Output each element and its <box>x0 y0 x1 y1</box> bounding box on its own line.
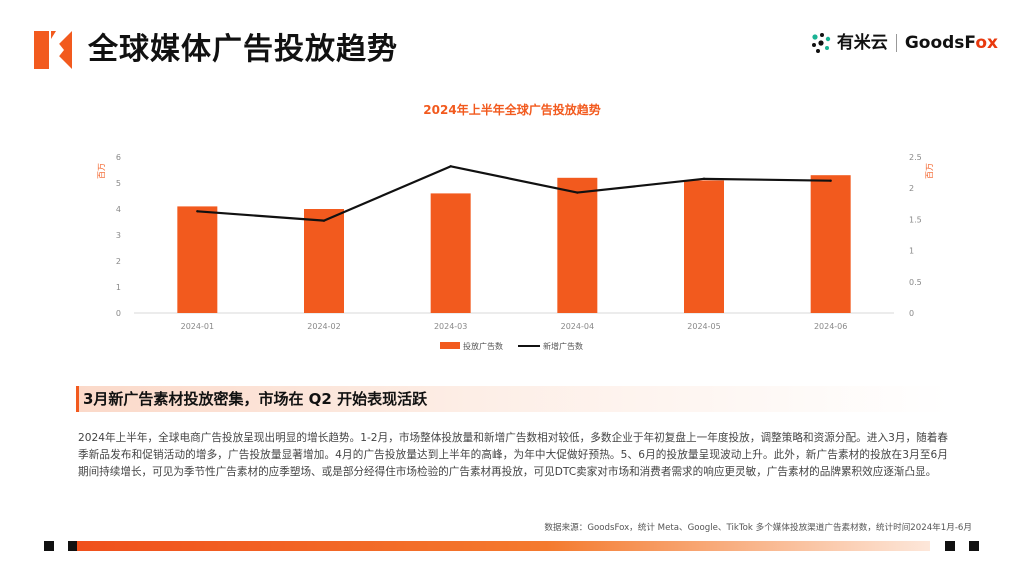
decor-square <box>945 541 955 551</box>
x-tick-label: 2024-02 <box>307 322 340 331</box>
new-ads-line <box>197 165 831 222</box>
legend-bar-swatch <box>440 342 460 349</box>
line-point-2024-06 <box>829 179 832 182</box>
y-right-tick-label: 0 <box>909 309 914 318</box>
line-series <box>196 165 832 222</box>
y-right-tick-label: 0.5 <box>909 278 922 287</box>
brand-name-en: GoodsFox <box>905 31 998 55</box>
legend-bar-label: 投放广告数 <box>463 341 503 351</box>
x-tick-label: 2024-03 <box>434 322 467 331</box>
ad-trend-chart: 2024年上半年全球广告投放趋势 0 1 2 3 4 5 6 0 0.5 1 1.5 2 2.5 百万… <box>97 102 934 351</box>
line-point-2024-03 <box>449 165 452 168</box>
bar-2024-06 <box>810 175 851 313</box>
y-right-tick-label: 2.5 <box>909 153 922 162</box>
line-point-2024-05 <box>702 177 706 181</box>
chart-legend: 投放广告数 新增广告数 <box>440 341 583 351</box>
decor-square <box>44 541 54 551</box>
bottom-accent-bar <box>77 541 930 551</box>
brand-name-cn: 有米云 <box>836 33 888 53</box>
y-left-tick-label: 4 <box>116 205 121 214</box>
y-left-tick-label: 1 <box>116 283 121 292</box>
brand-en-suffix: ox <box>975 33 998 53</box>
section-heading-text: 3月新广告素材投放密集，市场在 Q2 开始表现活跃 <box>83 390 428 408</box>
analysis-paragraph: 2024年上半年，全球电商广告投放呈现出明显的增长趋势。1-2月，市场整体投放量… <box>78 432 948 478</box>
brand-divider <box>895 34 897 52</box>
section-heading: 3月新广告素材投放密集，市场在 Q2 开始表现活跃 <box>76 386 949 412</box>
y-axis-left-label: 百万 <box>97 163 106 179</box>
line-point-2024-02 <box>322 219 326 222</box>
brand-logo-icon <box>34 31 72 69</box>
youmi-logo-icon <box>811 33 831 53</box>
y-right-tick-label: 1.5 <box>909 215 922 224</box>
decor-square <box>969 541 979 551</box>
x-axis: 2024-01 2024-02 2024-03 2024-04 2024-05 2024-… <box>181 322 848 331</box>
line-point-2024-01 <box>196 210 199 213</box>
y-left-tick-label: 3 <box>116 231 121 240</box>
data-source-footnote: 数据来源：GoodsFox，统计 Meta、Google、TikTok 多个媒体… <box>544 523 972 533</box>
x-tick-label: 2024-01 <box>181 322 214 331</box>
y-right-tick-label: 1 <box>909 247 914 256</box>
bar-series <box>177 175 851 313</box>
y-left-tick-label: 6 <box>116 153 121 162</box>
x-tick-label: 2024-06 <box>814 322 847 331</box>
bar-2024-02 <box>304 209 344 313</box>
decor-square <box>68 541 78 551</box>
brand-en-prefix: GoodsF <box>904 33 976 53</box>
bar-2024-01 <box>177 206 218 313</box>
y-axis-right-label: 百万 <box>925 163 934 179</box>
x-tick-label: 2024-05 <box>687 322 720 331</box>
y-left-tick-label: 2 <box>116 257 121 266</box>
brand-lockup: 有米云 GoodsFox <box>809 30 998 56</box>
legend-line-label: 新增广告数 <box>543 341 583 351</box>
y-right-tick-label: 2 <box>909 184 914 193</box>
y-left-tick-label: 0 <box>116 309 121 318</box>
bar-2024-03 <box>430 193 471 313</box>
y-axis-right: 0 0.5 1 1.5 2 2.5 <box>909 153 922 318</box>
page-title: 全球媒体广告投放趋势 <box>88 32 398 67</box>
bar-2024-05 <box>684 180 724 313</box>
y-axis-left: 0 1 2 3 4 5 6 <box>116 153 121 318</box>
chart-title: 2024年上半年全球广告投放趋势 <box>423 102 600 117</box>
line-point-2024-04 <box>576 191 579 194</box>
bar-2024-04 <box>557 177 598 313</box>
x-tick-label: 2024-04 <box>561 322 594 331</box>
y-left-tick-label: 5 <box>116 179 121 188</box>
